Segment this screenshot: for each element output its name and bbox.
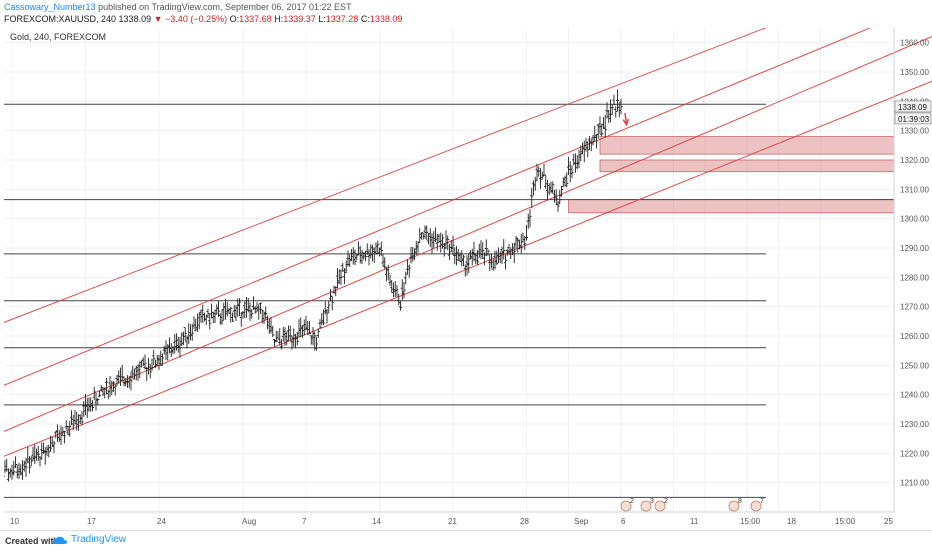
event-flag-count: 3	[650, 498, 654, 505]
published-text: published on TradingView.com, September …	[98, 2, 352, 12]
price-axis-tick-label: 1290.00	[900, 244, 929, 253]
down-arrow-icon: ▼	[153, 14, 163, 24]
last-price: 1338.09	[118, 14, 152, 24]
chart-background	[4, 28, 932, 530]
channel-line	[0, 80, 932, 459]
event-flag-count: 2	[664, 498, 668, 505]
channel-line	[0, 1, 932, 388]
open-label: O:	[229, 14, 240, 24]
time-axis-tick-label: 25	[884, 517, 893, 526]
time-axis-tick-label: 11	[690, 517, 699, 526]
tradingview-brand[interactable]: TradingView	[52, 534, 126, 545]
event-flag-count: 8	[738, 498, 742, 505]
low-value: 1337.28	[325, 14, 359, 24]
tradingview-label: TradingView	[71, 534, 127, 545]
time-axis-tick-label: 14	[372, 517, 381, 526]
ohlc-info: FOREXCOM:XAUUSD, 240 1338.09 ▼ −3.40 (−0…	[4, 14, 402, 24]
price-axis-tick-label: 1210.00	[900, 479, 929, 488]
price-axis-tick-label: 1250.00	[900, 361, 929, 370]
change-value: −3.40 (−0.25%)	[165, 14, 228, 24]
price-axis-tick-label: 1260.00	[900, 332, 929, 341]
time-axis-tick-label: 7	[302, 517, 307, 526]
chart-area[interactable]: 1210.00 1220.00 1230.00 1240.00 1250.00 1260.…	[0, 0, 932, 530]
chart-header: Cassowary_Number13 published on TradingV…	[0, 0, 932, 28]
event-flag-count: 7	[760, 498, 764, 505]
price-axis-tick-label: 1230.00	[900, 420, 929, 429]
event-flag-icon[interactable]	[620, 500, 632, 512]
event-flag-icon[interactable]	[728, 500, 740, 512]
time-axis-tick-label: 15:00	[740, 517, 761, 526]
time-axis-tick-label: 24	[157, 517, 166, 526]
event-flag-icon[interactable]	[640, 500, 652, 512]
time-axis-tick-label: 17	[87, 517, 96, 526]
high-label: H:	[274, 14, 284, 24]
price-axis-tick-label: 1270.00	[900, 303, 929, 312]
supply-zone	[568, 199, 895, 214]
time-axis-tick-label: 15:00	[835, 517, 856, 526]
tradingview-cloud-icon	[52, 536, 67, 544]
time-axis-tick-label: Sep	[574, 517, 589, 526]
price-axis-tick-label: 1350.00	[900, 68, 929, 77]
event-flag-count: 2	[630, 498, 634, 505]
price-axis-tick-label: 1320.00	[900, 156, 929, 165]
created-with-text: Created with	[5, 536, 60, 546]
author-link[interactable]: Cassowary_Number13	[4, 2, 96, 12]
price-chart[interactable]: 1210.00 1220.00 1230.00 1240.00 1250.00 1260.…	[0, 0, 932, 530]
high-value: 1339.37	[283, 14, 316, 24]
close-label: C:	[360, 14, 370, 24]
projection-arrow-head	[622, 118, 630, 127]
time-axis-tick-label: 28	[520, 517, 529, 526]
low-label: L:	[318, 14, 326, 24]
close-value: 1338.09	[369, 14, 403, 24]
price-axis-tick-label: 1220.00	[900, 449, 929, 458]
price-axis-tick-label: 1330.00	[900, 127, 929, 136]
price-axis-tick-label: 1360.00	[900, 39, 929, 48]
time-axis-tick-label: 10	[10, 517, 19, 526]
event-flag-icon[interactable]	[654, 500, 666, 512]
price-axis-tick-label: 1300.00	[900, 215, 929, 224]
symbol-label: FOREXCOM:XAUUSD, 240	[4, 14, 117, 24]
last-price-label: 1338.09	[898, 103, 927, 112]
publish-info: Cassowary_Number13 published on TradingV…	[4, 2, 352, 12]
time-axis-tick-label: 21	[448, 517, 457, 526]
supply-zone	[599, 159, 895, 173]
footer: Created with TradingView	[0, 530, 932, 551]
chart-title: Gold, 240, FOREXCOM	[10, 32, 106, 42]
projection-arrow	[624, 112, 628, 125]
time-axis-tick-label: 6	[621, 517, 626, 526]
supply-zone	[599, 136, 895, 155]
event-flag-icon[interactable]	[750, 500, 762, 512]
last-price-badge	[894, 100, 932, 113]
countdown-label: 01:39:03	[898, 115, 930, 124]
price-axis-tick-label: 1240.00	[900, 391, 929, 400]
price-axis-tick-label: 1310.00	[900, 185, 929, 194]
price-axis-tick-label: 1280.00	[900, 273, 929, 282]
time-axis-tick-label: 18	[787, 517, 796, 526]
time-axis-tick-label: Aug	[242, 517, 256, 526]
open-value: 1337.68	[239, 14, 272, 24]
countdown-badge	[894, 112, 932, 125]
